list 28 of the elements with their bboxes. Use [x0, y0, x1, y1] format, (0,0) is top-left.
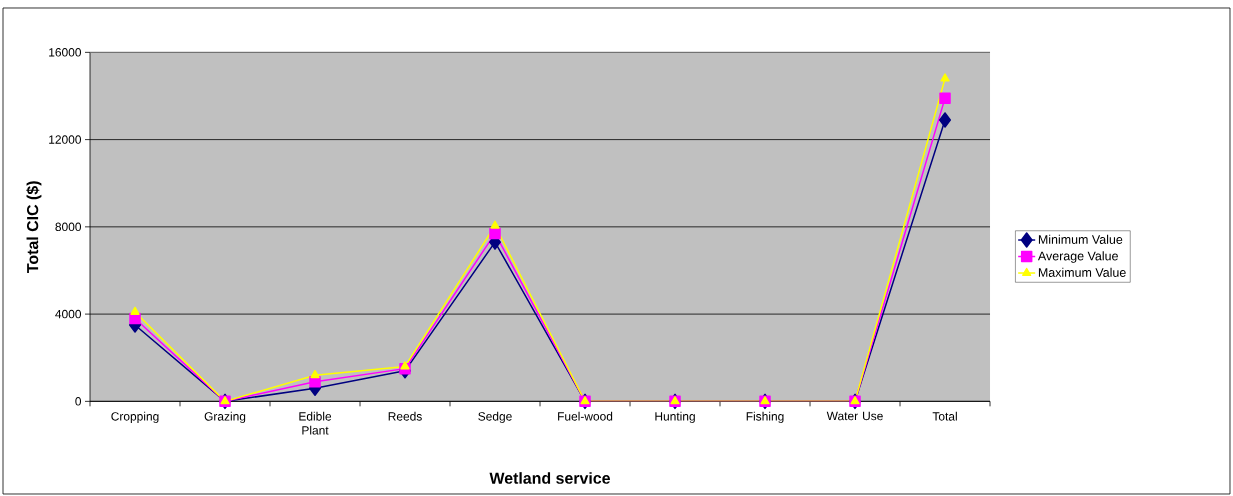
point	[310, 369, 320, 379]
point	[400, 361, 410, 370]
x-tick-label: Reeds	[388, 411, 422, 421]
point	[130, 306, 140, 315]
y-tick-label: 0	[75, 397, 82, 406]
y-tick-label: 4000	[55, 309, 82, 319]
x-tick-label: Cropping	[111, 411, 159, 424]
point	[939, 112, 952, 128]
x-axis-title: Wetland service	[489, 472, 610, 484]
x-tick-label: Hunting	[655, 411, 695, 424]
x-tick-label: Water Use	[826, 411, 883, 421]
legend-label: Maximum Value	[1038, 267, 1126, 277]
x-tick-label: Sedge	[478, 411, 512, 424]
y-tick-label: 8000	[55, 222, 82, 232]
x-tick-label: Fuel-wood	[558, 411, 613, 421]
point	[939, 92, 951, 104]
y-tick-label: 16000	[49, 48, 82, 57]
y-tick-label: 12000	[49, 135, 82, 144]
x-tick-label: Grazing	[204, 411, 246, 424]
legend-label: Average Value	[1037, 251, 1118, 263]
x-tick-label: Total	[932, 411, 957, 421]
x-tick-label: Edible Plant	[299, 411, 332, 435]
y-axis-title: Total CIC ($)	[26, 181, 42, 274]
point	[940, 73, 950, 82]
point	[489, 227, 501, 240]
point	[490, 220, 500, 229]
legend-label: Minimum Value	[1038, 234, 1123, 244]
x-tick-label: Fishing	[746, 411, 784, 424]
